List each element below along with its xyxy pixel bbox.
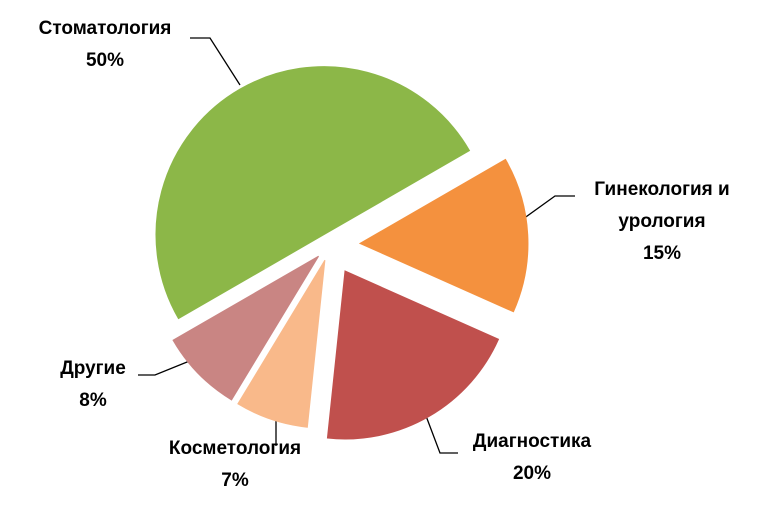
data-label: Гинекология и урология 15% [567, 174, 757, 270]
value-label: 8% [79, 390, 107, 411]
pie-slice [237, 259, 326, 428]
value-label: 7% [221, 470, 249, 491]
leader-line [138, 359, 193, 376]
data-label: Стоматология 50% [5, 13, 205, 77]
category-label: Другие [60, 358, 126, 379]
leader-line [190, 37, 241, 86]
category-label: Гинекология и урология [594, 179, 730, 232]
pie-slice [358, 158, 529, 313]
value-label: 15% [642, 243, 682, 264]
value-label: 50% [85, 50, 125, 71]
category-label: Диагностика [472, 431, 592, 452]
pie-slice [172, 255, 319, 401]
data-label: Косметология 7% [135, 433, 335, 497]
pie-slice [155, 66, 471, 320]
value-label: 20% [512, 463, 552, 484]
category-label: Косметология [168, 438, 302, 459]
data-label: Диагностика 20% [432, 426, 632, 490]
data-label: Другие 8% [33, 353, 153, 417]
pie-slice [326, 270, 500, 440]
category-label: Стоматология [38, 18, 172, 39]
